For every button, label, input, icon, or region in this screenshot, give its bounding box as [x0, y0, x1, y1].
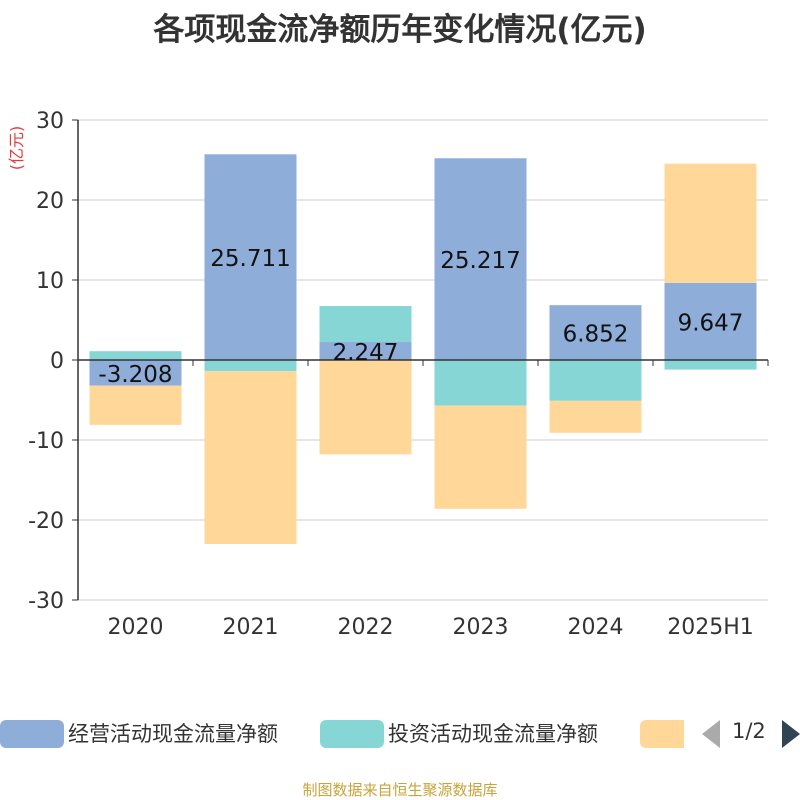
y-axis-label: (亿元) — [7, 126, 26, 171]
x-tick-label: 2023 — [453, 615, 509, 640]
bar-series2-2025H1[interactable] — [664, 163, 757, 283]
legend-label-investing[interactable]: 投资活动现金流量净额 — [388, 722, 598, 746]
bar-layer — [89, 154, 757, 544]
legend-next-arrow-icon[interactable] — [782, 720, 800, 748]
footer-source: 制图数据来自恒生聚源数据库 — [302, 781, 498, 799]
bar-series0-2023[interactable] — [434, 158, 527, 360]
legend-page-indicator: 1/2 — [732, 719, 766, 743]
legend-prev-arrow-icon[interactable] — [702, 720, 720, 748]
bar-series2-2022[interactable] — [319, 360, 412, 455]
legend-swatch-third[interactable] — [640, 720, 684, 748]
bar-series0-2022[interactable] — [319, 342, 412, 360]
bar-series1-2025H1[interactable] — [664, 360, 757, 370]
bar-series0-2021[interactable] — [204, 154, 297, 360]
bar-series1-2024[interactable] — [549, 360, 642, 401]
label-layer: -3.208 25.711 2.247 25.217 6.852 9.647 — [98, 246, 743, 388]
x-tick-label: 2024 — [568, 615, 624, 640]
bar-series0-2025H1[interactable] — [664, 282, 757, 360]
legend-label-operating[interactable]: 经营活动现金流量净额 — [68, 722, 278, 746]
bar-series1-2022[interactable] — [319, 306, 412, 343]
x-tick-label: 2025H1 — [667, 615, 754, 640]
y-tick-label: 30 — [36, 109, 64, 134]
grid-layer — [78, 119, 768, 601]
data-label-operating: 25.711 — [210, 246, 290, 272]
bar-series2-2020[interactable] — [89, 385, 182, 425]
data-label-operating: 9.647 — [678, 310, 744, 336]
bar-series2-2021[interactable] — [204, 371, 297, 544]
data-label-operating: 6.852 — [563, 322, 629, 348]
bar-series1-2020[interactable] — [89, 351, 182, 360]
x-tick-label: 2022 — [338, 615, 394, 640]
bar-series1-2021[interactable] — [204, 360, 297, 372]
bar-series2-2023[interactable] — [434, 405, 527, 509]
y-tick-label: 0 — [50, 349, 64, 374]
bar-series1-2023[interactable] — [434, 360, 527, 406]
data-label-operating: -3.208 — [98, 362, 172, 388]
chart-title: 各项现金流净额历年变化情况(亿元) — [153, 12, 647, 48]
axis-layer: 30 20 10 0 -10 -20 -30 (亿元) 2020 2021 2022 2023 2024… — [7, 109, 769, 640]
bar-series2-2024[interactable] — [549, 400, 642, 433]
y-tick-label: -30 — [28, 589, 64, 614]
legend-swatch-investing[interactable] — [320, 720, 384, 748]
y-tick-label: -20 — [28, 509, 64, 534]
y-tick-label: 10 — [36, 269, 64, 294]
bar-series0-2024[interactable] — [549, 305, 642, 360]
y-tick-label: 20 — [36, 189, 64, 214]
legend-swatch-operating[interactable] — [0, 720, 64, 748]
data-label-operating: 2.247 — [333, 340, 399, 366]
x-tick-label: 2020 — [108, 615, 164, 640]
x-tick-label: 2021 — [223, 615, 279, 640]
bar-series0-2020[interactable] — [89, 360, 182, 386]
y-tick-label: -10 — [28, 429, 64, 454]
data-label-operating: 25.217 — [440, 248, 520, 274]
